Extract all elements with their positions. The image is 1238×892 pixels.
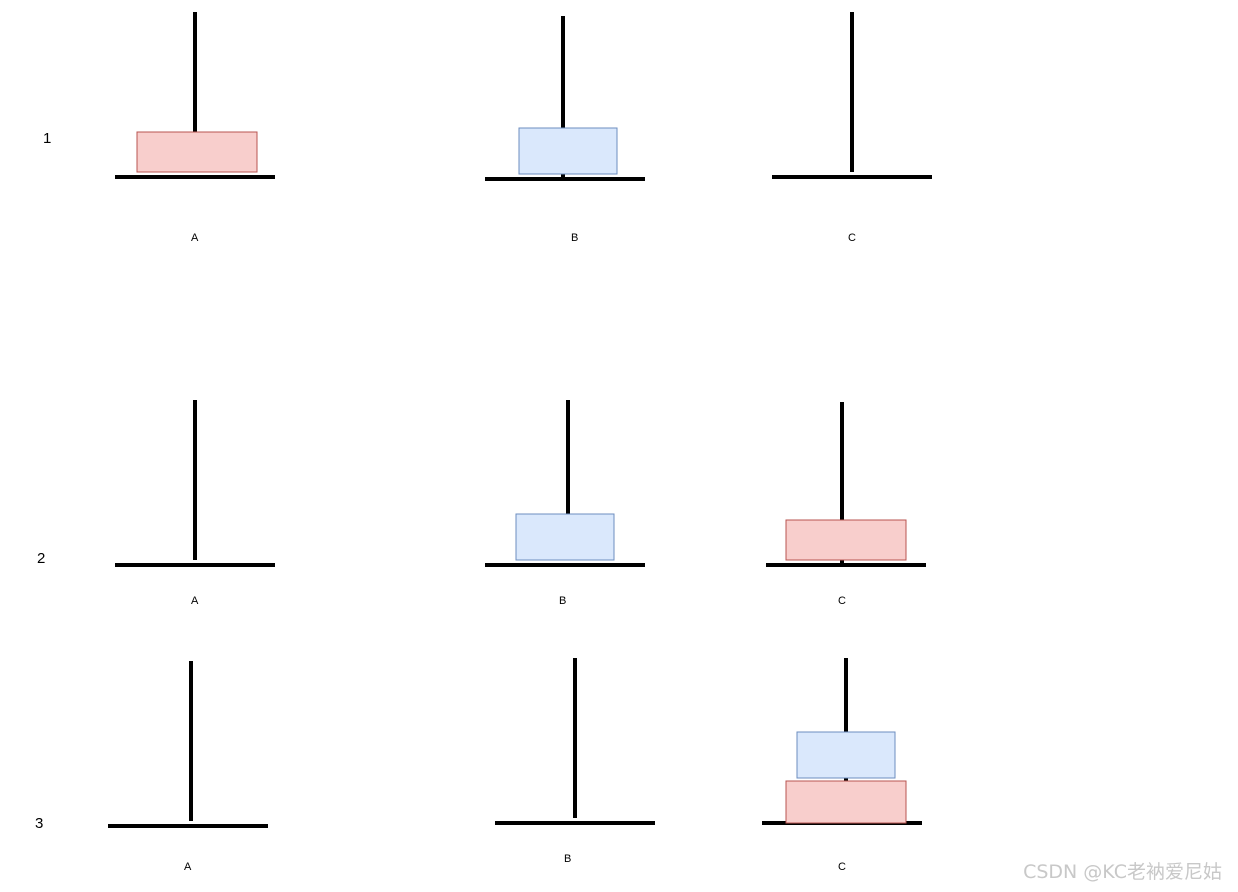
peg-label: C <box>838 595 846 607</box>
peg-label: A <box>184 861 192 873</box>
disk-small <box>518 127 618 175</box>
peg-c: C <box>772 12 932 244</box>
peg-a: A <box>115 400 275 607</box>
peg-label: C <box>848 232 856 244</box>
peg-b: B <box>485 400 645 607</box>
step-1: 1 A B C <box>43 12 932 244</box>
step-3: 3 A B C <box>35 658 922 873</box>
disk-large <box>785 780 907 824</box>
step-label: 2 <box>37 550 45 567</box>
peg-label: B <box>571 232 578 244</box>
peg-label: B <box>559 595 566 607</box>
peg-label: B <box>564 853 571 865</box>
peg-label: C <box>838 861 846 873</box>
disk-small <box>515 513 615 561</box>
peg-b: B <box>495 658 655 865</box>
peg-a: A <box>108 661 268 873</box>
peg-c: C <box>762 658 922 873</box>
peg-b: B <box>485 16 645 244</box>
disk-large <box>136 131 258 173</box>
step-label: 3 <box>35 815 43 832</box>
peg-c: C <box>766 402 926 607</box>
disk-large <box>785 519 907 561</box>
csdn-watermark: CSDN @KC老衲爱尼姑 <box>1023 861 1222 883</box>
disk-small <box>796 731 896 779</box>
step-label: 1 <box>43 130 51 147</box>
peg-label: A <box>191 595 199 607</box>
peg-label: A <box>191 232 199 244</box>
step-2: 2 A B C <box>37 400 926 607</box>
peg-a: A <box>115 12 275 244</box>
